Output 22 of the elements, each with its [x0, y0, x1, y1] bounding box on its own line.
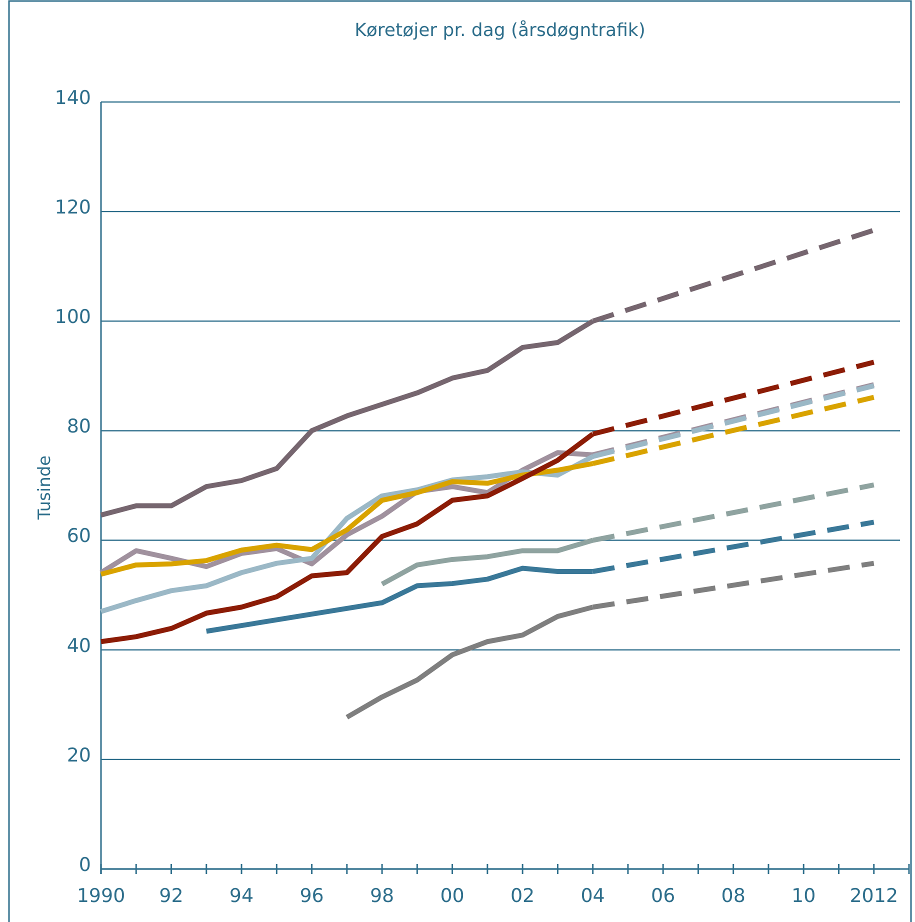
y-tick-label: 120	[54, 196, 91, 218]
y-tick-label: 60	[66, 525, 91, 548]
x-tick-label: 1990	[76, 885, 126, 907]
x-tick-label: 92	[159, 885, 184, 907]
x-tick-label: 96	[300, 885, 324, 907]
y-axis-title: Tusinde	[35, 455, 55, 521]
y-tick-label: 100	[54, 306, 91, 328]
x-tick-label: 08	[721, 885, 746, 907]
x-tick-label: 10	[792, 885, 816, 907]
x-tick-label: 04	[580, 885, 605, 907]
y-tick-label: 0	[78, 854, 91, 876]
x-tick-label: 00	[440, 885, 464, 907]
y-tick-label: 40	[66, 634, 91, 657]
x-tick-label: 98	[370, 885, 394, 907]
chart-title: Køretøjer pr. dag (årsdøgntrafik)	[354, 20, 646, 41]
y-tick-label: 20	[66, 744, 91, 766]
x-tick-label: 06	[650, 885, 676, 907]
y-tick-label: 80	[66, 416, 91, 438]
y-tick-label: 140	[54, 86, 91, 109]
x-tick-label: 02	[510, 885, 535, 907]
x-tick-label: 94	[229, 885, 254, 907]
x-tick-label: 2012	[850, 885, 898, 907]
